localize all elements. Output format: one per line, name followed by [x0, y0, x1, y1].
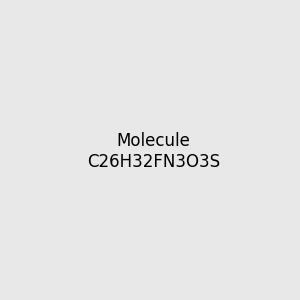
Text: Molecule
C26H32FN3O3S: Molecule C26H32FN3O3S [87, 132, 220, 171]
